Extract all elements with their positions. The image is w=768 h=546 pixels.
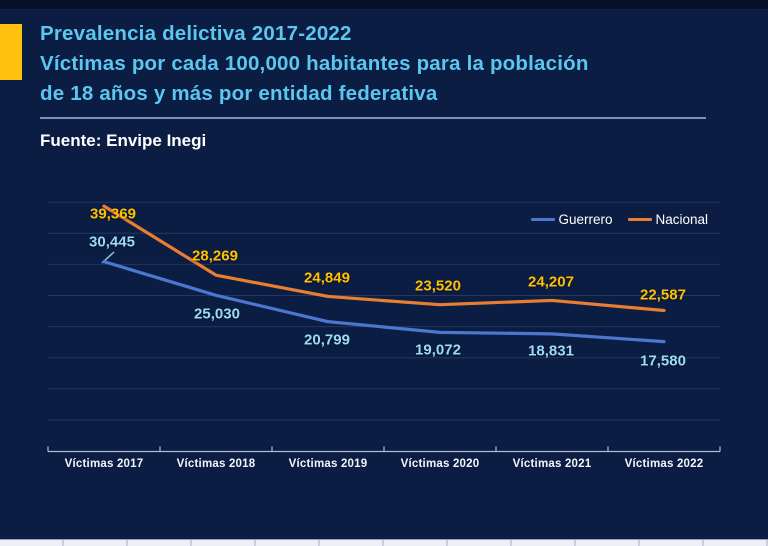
title-line-2: Víctimas por cada 100,000 habitantes par…: [40, 52, 589, 75]
top-strip: [0, 0, 768, 10]
legend-label-guerrero: Guerrero: [558, 212, 613, 227]
series-line-guerrero: [102, 260, 666, 344]
title-line-3: de 18 años y más por entidad federativa: [40, 82, 438, 105]
x-axis-label: Víctimas 2017: [64, 458, 144, 470]
title-divider: [40, 117, 706, 119]
x-axis-label: Víctimas 2018: [176, 458, 256, 470]
x-axis-label: Víctimas 2019: [288, 458, 368, 470]
legend-item-nacional: Nacional: [628, 212, 708, 227]
chart-legend: Guerrero Nacional: [531, 212, 708, 227]
yellow-accent-bar: [0, 24, 22, 80]
x-axis-label: Víctimas 2020: [400, 458, 480, 470]
x-axis-label: Víctimas 2021: [512, 458, 592, 470]
x-axis-label: Víctimas 2022: [624, 458, 704, 470]
series-line-nacional: [102, 204, 666, 313]
guerrero-line-swatch: [531, 218, 556, 221]
title-line-1: Prevalencia delictiva 2017-2022: [40, 22, 352, 45]
x-axis-labels: Víctimas 2017 Víctimas 2018 Víctimas 2019 V…: [48, 458, 720, 470]
spreadsheet-edge-strip: [0, 539, 768, 546]
legend-label-nacional: Nacional: [655, 212, 708, 227]
legend-item-guerrero: Guerrero: [531, 212, 612, 227]
source-text: Fuente: Envipe Inegi: [40, 131, 207, 150]
slide-title: Prevalencia delictiva 2017-2022 Víctimas…: [40, 19, 720, 109]
nacional-line-swatch: [628, 218, 653, 221]
